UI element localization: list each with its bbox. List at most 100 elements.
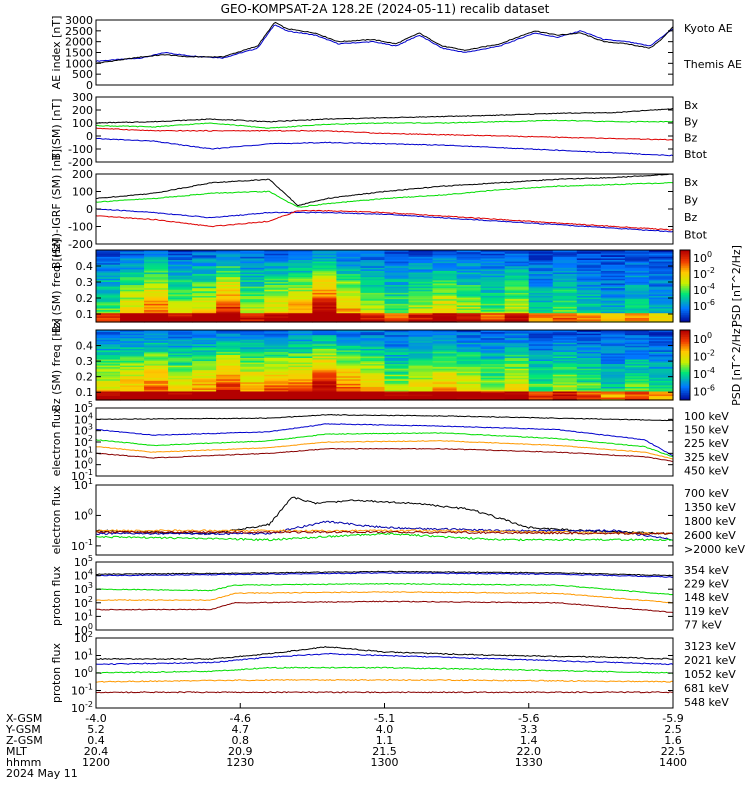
heatmap-cell <box>216 312 241 315</box>
heatmap-cell <box>456 374 482 377</box>
colorbar-tick-label: 10-2 <box>693 348 715 363</box>
heatmap-cell <box>264 309 289 312</box>
heatmap-cell <box>384 275 410 278</box>
heatmap-cell <box>504 284 530 287</box>
heatmap-cell <box>264 346 289 349</box>
heatmap-cell <box>528 377 554 380</box>
heatmap-cell <box>96 331 121 334</box>
heatmap-cell <box>216 352 241 355</box>
heatmap-cell <box>120 264 145 267</box>
ephemeris-label: Z-GSM <box>6 734 43 747</box>
heatmap-cell <box>312 389 338 392</box>
heatmap-cell <box>456 352 482 355</box>
heatmap-cell <box>240 393 265 397</box>
heatmap-cell <box>480 315 506 318</box>
heatmap-cell <box>216 355 241 358</box>
heatmap-cell <box>624 257 650 260</box>
heatmap-cell <box>216 314 241 317</box>
heatmap-cell <box>312 363 338 366</box>
heatmap-cell <box>312 281 338 284</box>
heatmap-cell <box>600 256 626 259</box>
heatmap-cell <box>360 306 386 309</box>
heatmap-cell <box>336 393 362 397</box>
heatmap-cell <box>456 342 482 345</box>
heatmap-cell <box>360 259 386 262</box>
heatmap-cell <box>408 383 434 386</box>
heatmap-cell <box>312 298 338 301</box>
heatmap-cell <box>600 380 626 383</box>
heatmap-cell <box>192 278 217 281</box>
heatmap-cell <box>504 390 530 393</box>
heatmap-cell <box>624 384 650 387</box>
heatmap-cell <box>264 254 289 257</box>
heatmap-cell <box>120 392 145 395</box>
heatmap-cell <box>480 365 506 368</box>
heatmap-cell <box>624 267 650 270</box>
heatmap-cell <box>312 348 338 351</box>
heatmap-cell <box>504 309 530 312</box>
heatmap-cell <box>144 369 169 372</box>
heatmap-cell <box>144 357 169 360</box>
heatmap-cell <box>408 372 434 375</box>
heatmap-cell <box>360 369 386 372</box>
heatmap-cell <box>600 387 626 390</box>
colorbar-segment <box>680 262 690 265</box>
heatmap-cell <box>384 292 410 295</box>
heatmap-cell <box>240 392 265 395</box>
heatmap-cell <box>216 342 241 345</box>
heatmap-cell <box>144 253 169 256</box>
heatmap-cell <box>144 290 169 293</box>
heatmap-cell <box>432 259 458 262</box>
heatmap-cell <box>648 259 674 262</box>
colorbar-segment <box>680 300 690 303</box>
heatmap-cell <box>648 256 674 259</box>
legend-entry: 1052 keV <box>684 668 736 681</box>
heatmap-cell <box>528 256 554 259</box>
heatmap-cell <box>144 389 169 392</box>
heatmap-cell <box>648 361 674 365</box>
heatmap-cell <box>528 358 554 362</box>
heatmap-cell <box>552 349 578 352</box>
heatmap-cell <box>120 380 145 383</box>
heatmap-cell <box>480 318 506 322</box>
heatmap-cell <box>192 369 217 372</box>
heatmap-cell <box>456 300 482 303</box>
heatmap-cell <box>312 256 338 259</box>
heatmap-cell <box>120 349 145 352</box>
heatmap-cell <box>288 296 313 300</box>
heatmap-cell <box>504 276 530 279</box>
heatmap-cell <box>336 318 362 322</box>
heatmap-cell <box>216 292 241 295</box>
heatmap-cell <box>240 250 265 253</box>
heatmap-cell <box>264 374 289 377</box>
heatmap-cell <box>528 360 554 363</box>
heatmap-cell <box>408 390 434 393</box>
heatmap-cell <box>408 349 434 352</box>
heatmap-cell <box>576 250 602 253</box>
heatmap-cell <box>216 365 241 368</box>
colorbar-segment <box>680 391 690 394</box>
heatmap-cell <box>624 351 650 354</box>
heatmap-cell <box>240 276 265 279</box>
heatmap-cell <box>288 361 313 365</box>
heatmap-cell <box>360 284 386 287</box>
heatmap-cell <box>624 318 650 322</box>
heatmap-cell <box>192 331 217 334</box>
heatmap-cell <box>336 363 362 366</box>
heatmap-cell <box>456 265 482 268</box>
heatmap-cell <box>528 296 554 300</box>
heatmap-cell <box>648 318 674 322</box>
heatmap-cell <box>576 271 602 275</box>
heatmap-cell <box>192 334 217 337</box>
heatmap-cell <box>360 375 386 378</box>
heatmap-cell <box>336 273 362 276</box>
heatmap-cell <box>504 387 530 390</box>
heatmap-cell <box>648 393 674 397</box>
heatmap-cell <box>384 378 410 381</box>
heatmap-cell <box>192 281 217 284</box>
heatmap-cell <box>360 360 386 363</box>
heatmap-cell <box>432 306 458 309</box>
heatmap-cell <box>192 358 217 362</box>
heatmap-cell <box>576 259 602 262</box>
heatmap-cell <box>168 290 193 293</box>
